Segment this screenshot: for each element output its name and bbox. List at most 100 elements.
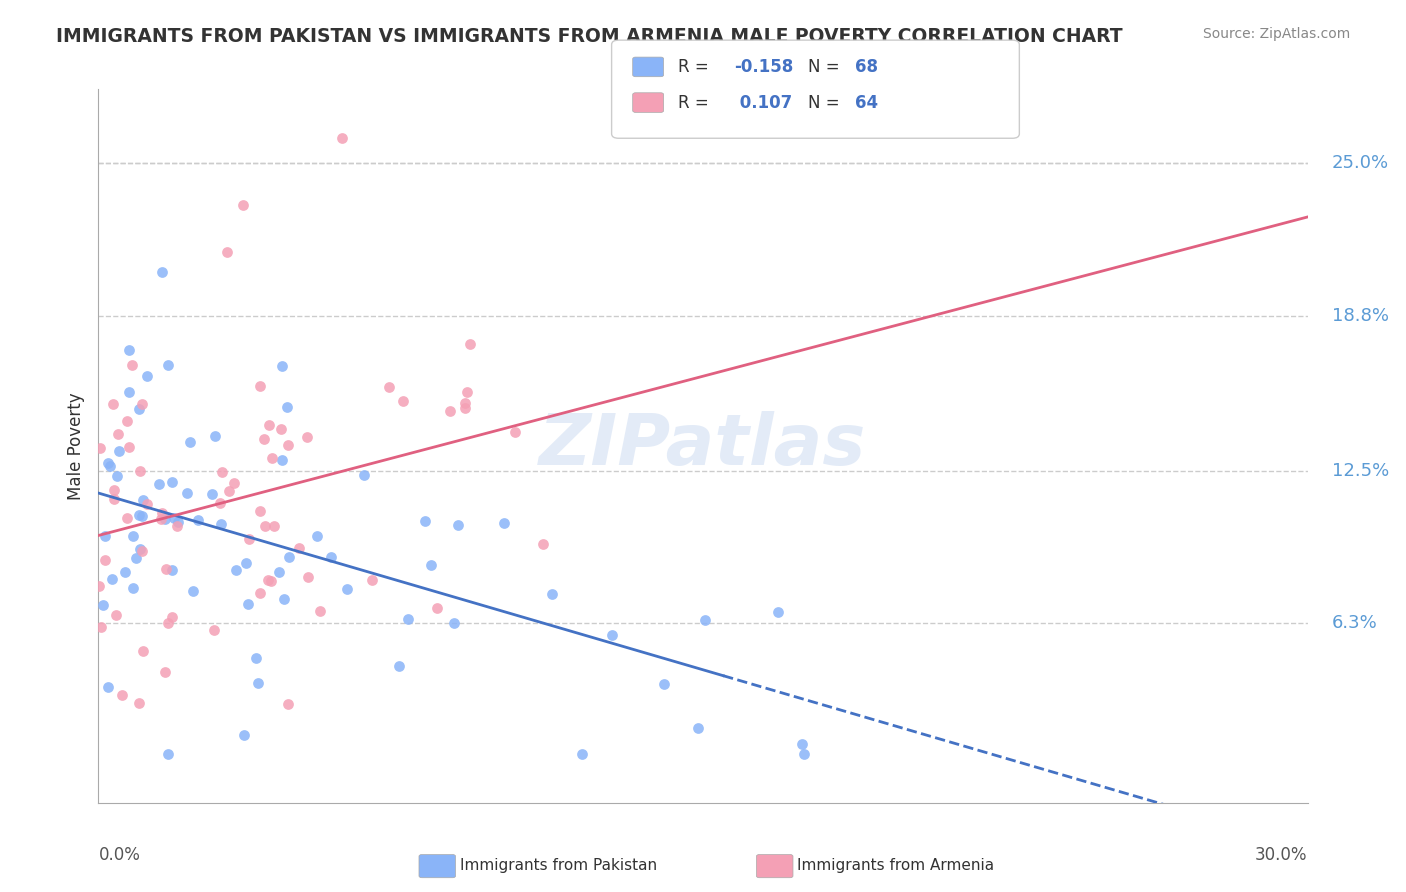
Point <box>94 529 117 543</box>
Point <box>204 428 226 442</box>
Point <box>101 572 124 586</box>
Point <box>249 379 271 393</box>
Point <box>273 591 295 606</box>
Text: 0.0%: 0.0% <box>98 846 141 863</box>
Point <box>505 425 527 439</box>
Point <box>392 394 415 409</box>
Point <box>426 601 449 615</box>
Point <box>94 553 117 567</box>
Point <box>114 566 136 580</box>
Point <box>132 492 155 507</box>
Point <box>100 459 122 474</box>
Point <box>202 623 225 637</box>
Point <box>792 737 814 751</box>
Text: 6.3%: 6.3% <box>1331 615 1378 632</box>
Point <box>166 518 188 533</box>
Point <box>295 430 318 444</box>
Point <box>454 396 477 410</box>
Point <box>686 721 709 735</box>
Point <box>201 487 224 501</box>
Point <box>103 491 125 506</box>
Point <box>115 511 138 525</box>
Point <box>277 697 299 711</box>
Point <box>166 515 188 529</box>
Point <box>276 401 298 415</box>
Text: N =: N = <box>808 94 845 112</box>
Text: 0.107: 0.107 <box>734 94 792 112</box>
Point <box>111 689 134 703</box>
Text: 25.0%: 25.0% <box>1331 154 1389 172</box>
Point <box>215 245 238 260</box>
Point <box>271 359 294 373</box>
Point <box>454 401 477 415</box>
Point <box>277 438 299 452</box>
Point <box>793 747 815 761</box>
Point <box>211 465 233 479</box>
Point <box>335 582 357 597</box>
Text: Source: ZipAtlas.com: Source: ZipAtlas.com <box>1202 27 1350 41</box>
Text: 64: 64 <box>855 94 877 112</box>
Point <box>103 483 125 497</box>
Point <box>225 562 247 576</box>
Y-axis label: Male Poverty: Male Poverty <box>66 392 84 500</box>
Text: 30.0%: 30.0% <box>1256 846 1308 863</box>
Point <box>160 475 183 489</box>
Point <box>128 696 150 710</box>
Point <box>131 508 153 523</box>
Point <box>153 512 176 526</box>
Point <box>131 396 153 410</box>
Text: 18.8%: 18.8% <box>1331 307 1389 325</box>
Point <box>162 610 184 624</box>
Point <box>105 468 128 483</box>
Point <box>218 484 240 499</box>
Point <box>132 643 155 657</box>
Point <box>181 583 204 598</box>
Point <box>492 516 515 530</box>
Point <box>571 747 593 761</box>
Point <box>156 358 179 372</box>
Point <box>153 665 176 680</box>
Point <box>232 728 254 742</box>
Text: ZIPatlas: ZIPatlas <box>540 411 866 481</box>
Point <box>249 586 271 600</box>
Text: 12.5%: 12.5% <box>1331 461 1389 480</box>
Point <box>238 533 260 547</box>
Point <box>157 747 180 761</box>
Point <box>460 337 482 351</box>
Point <box>600 628 623 642</box>
Point <box>693 613 716 627</box>
Point <box>135 497 157 511</box>
Text: R =: R = <box>678 58 714 76</box>
Point <box>108 444 131 458</box>
Point <box>269 565 291 579</box>
Point <box>91 599 114 613</box>
Point <box>288 541 311 555</box>
Point <box>128 542 150 557</box>
Point <box>187 512 209 526</box>
Point <box>307 529 329 543</box>
Point <box>447 518 470 533</box>
Point <box>150 265 173 279</box>
Point <box>118 441 141 455</box>
Text: R =: R = <box>678 94 714 112</box>
Point <box>208 496 231 510</box>
Point <box>121 529 143 543</box>
Point <box>156 616 179 631</box>
Point <box>115 414 138 428</box>
Point <box>155 562 177 576</box>
Point <box>238 598 260 612</box>
Text: Immigrants from Armenia: Immigrants from Armenia <box>797 858 994 872</box>
Text: Immigrants from Pakistan: Immigrants from Pakistan <box>460 858 657 872</box>
Point <box>396 612 419 626</box>
Point <box>456 385 478 400</box>
Point <box>89 579 111 593</box>
Point <box>319 549 342 564</box>
Point <box>222 476 245 491</box>
Point <box>361 573 384 587</box>
Point <box>246 676 269 690</box>
Point <box>125 550 148 565</box>
Point <box>118 385 141 400</box>
Point <box>254 519 277 533</box>
Point <box>378 380 401 394</box>
Point <box>256 574 278 588</box>
